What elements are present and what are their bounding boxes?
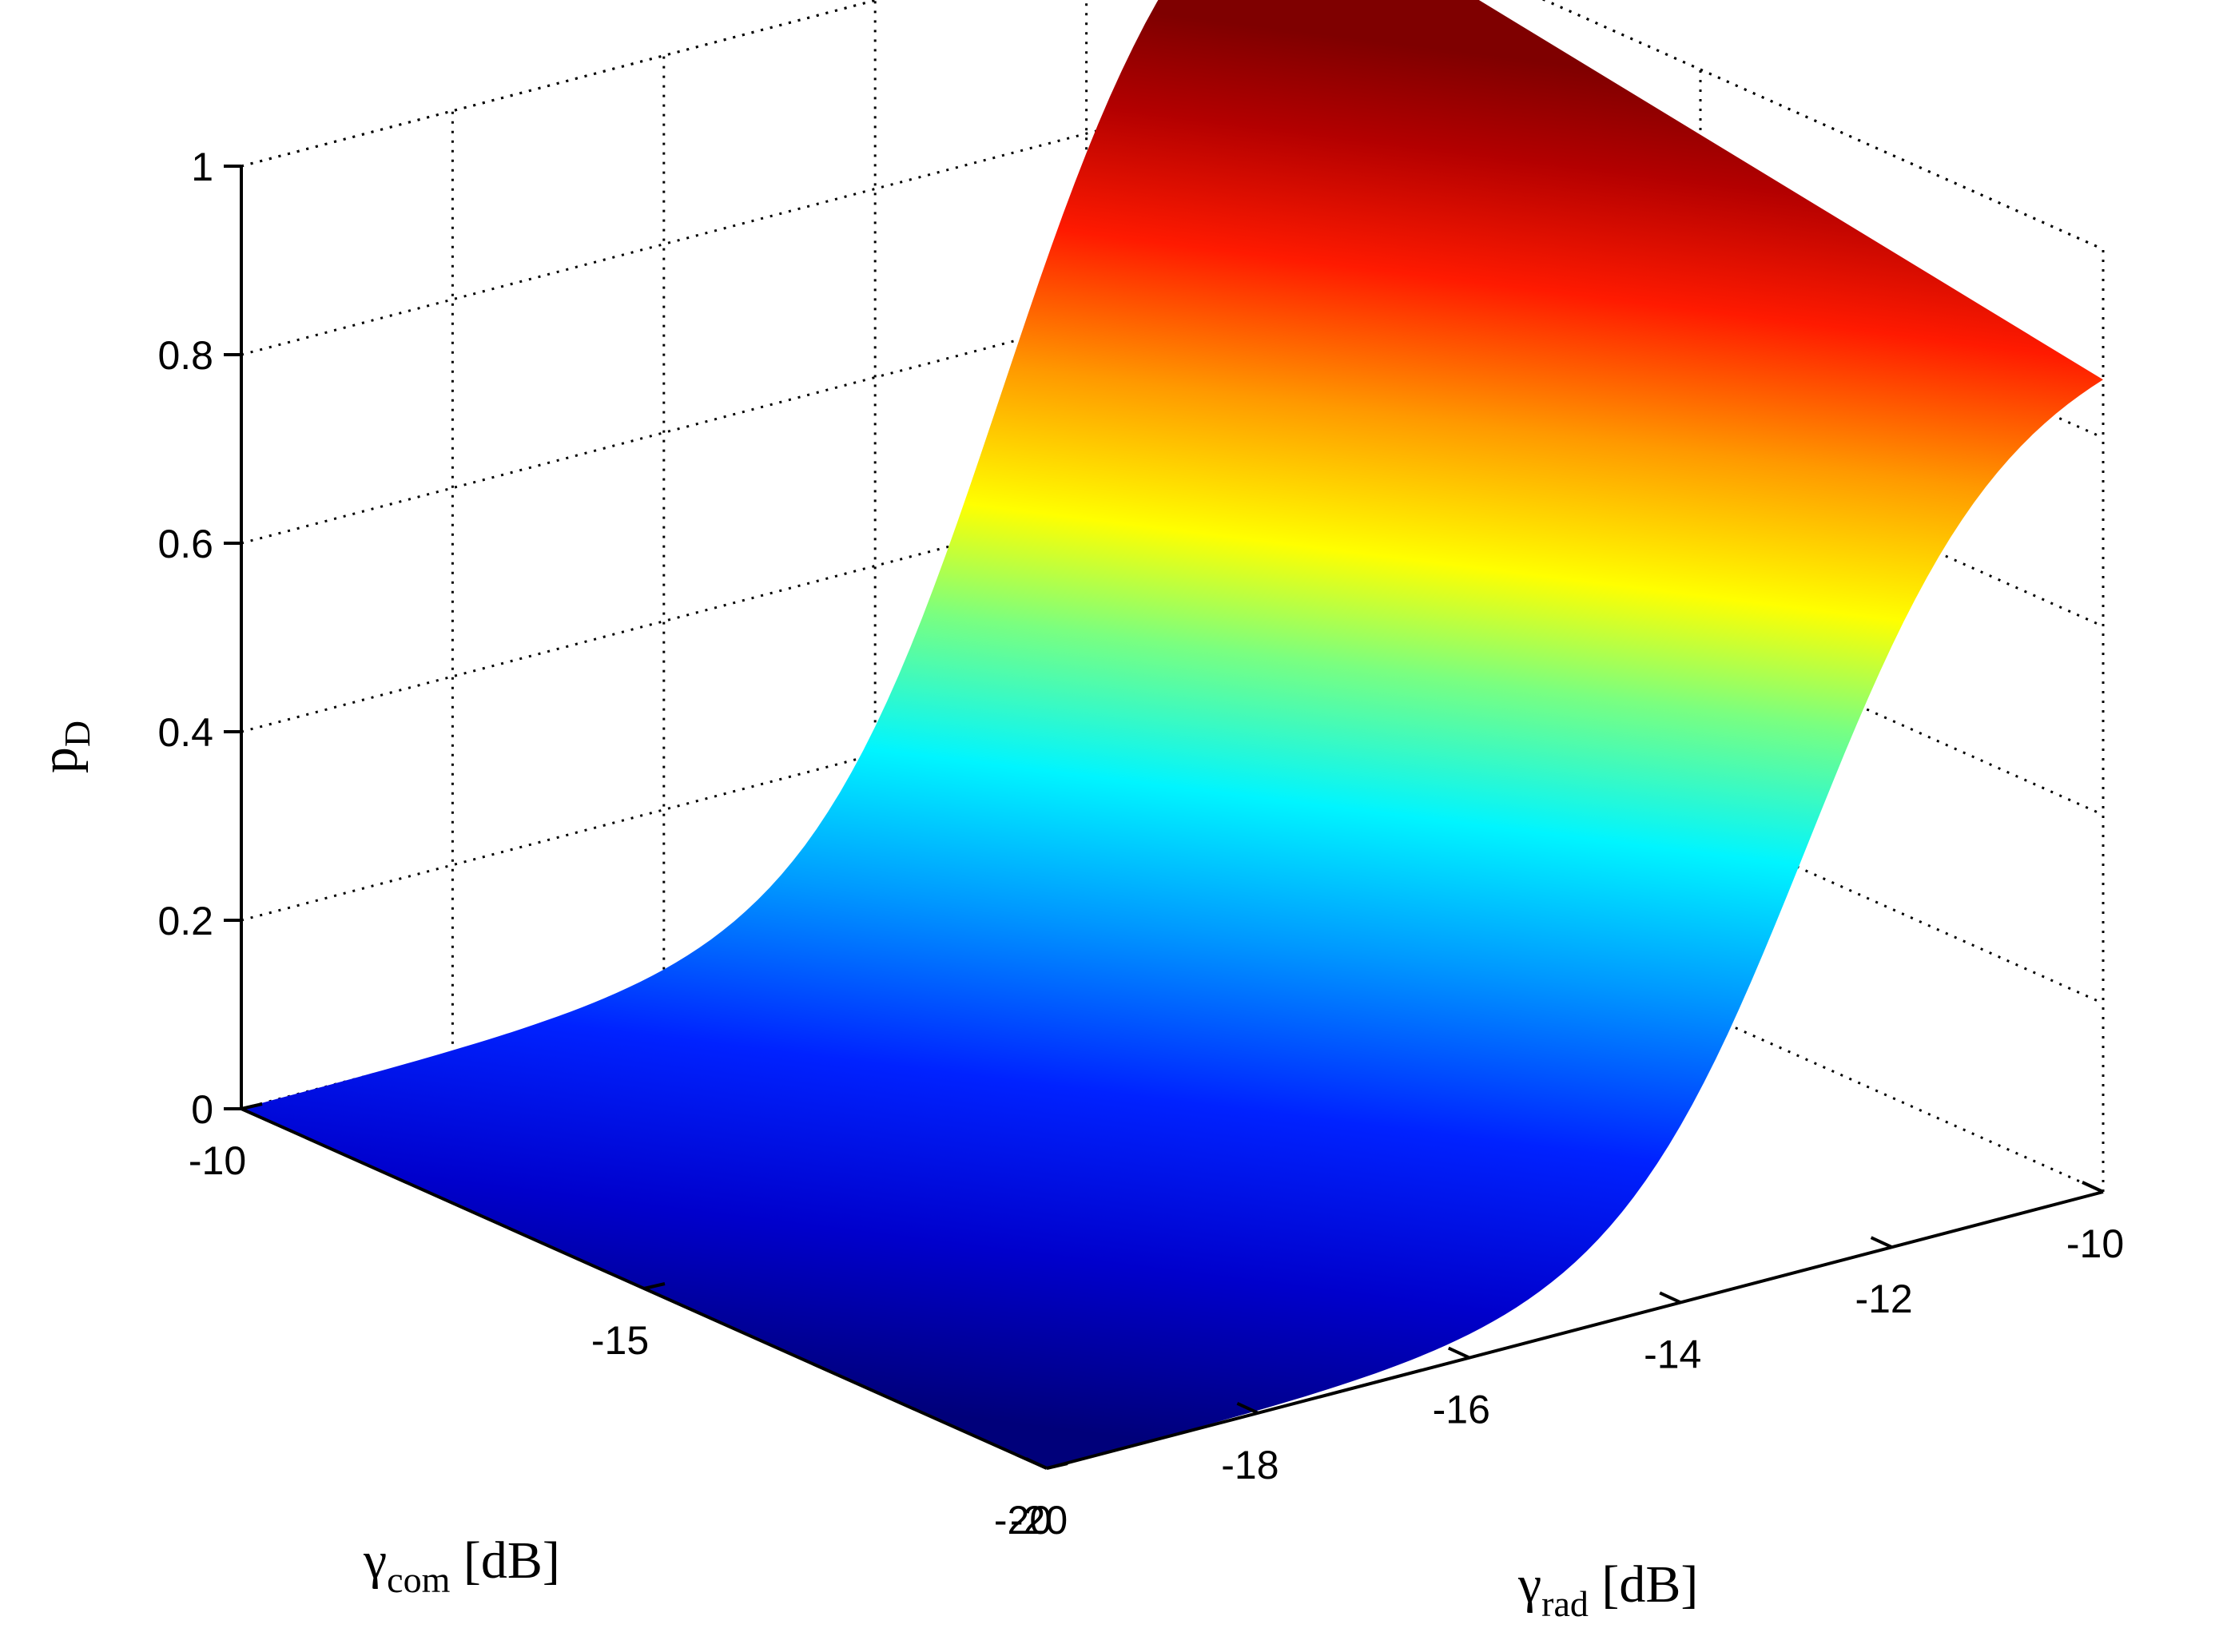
y-tick-label: -15 <box>591 1318 649 1363</box>
y-tick <box>241 1102 263 1110</box>
x-tick <box>2082 1181 2104 1193</box>
x-axis-label: γrad [dB] <box>1517 1555 1698 1624</box>
x-tick-label: -18 <box>1221 1443 1279 1487</box>
y-tick-label: -10 <box>189 1138 246 1183</box>
surface <box>241 0 2103 1468</box>
x-tick-label: -16 <box>1433 1388 1490 1432</box>
x-tick-label: -14 <box>1644 1332 1701 1376</box>
x-tick <box>1447 1346 1470 1360</box>
z-tick-label: 0.6 <box>157 522 213 566</box>
x-tick-label: -10 <box>2066 1221 2124 1266</box>
z-tick-label: 0.8 <box>157 333 213 378</box>
x-tick-label: -12 <box>1855 1277 1912 1321</box>
y-tick <box>643 1282 666 1290</box>
x-axis-line <box>1046 1190 2104 1470</box>
z-axis-label: pD <box>30 721 97 773</box>
z-tick-label: 0.2 <box>157 899 213 943</box>
x-tick-label: -20 <box>1010 1498 1068 1543</box>
z-tick-label: 1 <box>191 145 213 189</box>
x-tick <box>1236 1401 1259 1415</box>
x-tick <box>1025 1457 1048 1470</box>
z-tick-label: 0 <box>191 1087 213 1132</box>
axes <box>224 165 2104 1470</box>
tick-labels: 0 0.2 0.4 0.6 0.8 1 -20 -18 -16 -14 -12 -10 -20 -15 -1… <box>157 145 2124 1543</box>
x-tick <box>1659 1291 1682 1305</box>
y-tick <box>1046 1462 1068 1470</box>
y-tick-label: -20 <box>994 1498 1052 1543</box>
y-axis-label: γcom [dB] <box>363 1531 560 1600</box>
x-tick <box>1870 1236 1893 1249</box>
z-tick-label: 0.4 <box>157 710 213 755</box>
